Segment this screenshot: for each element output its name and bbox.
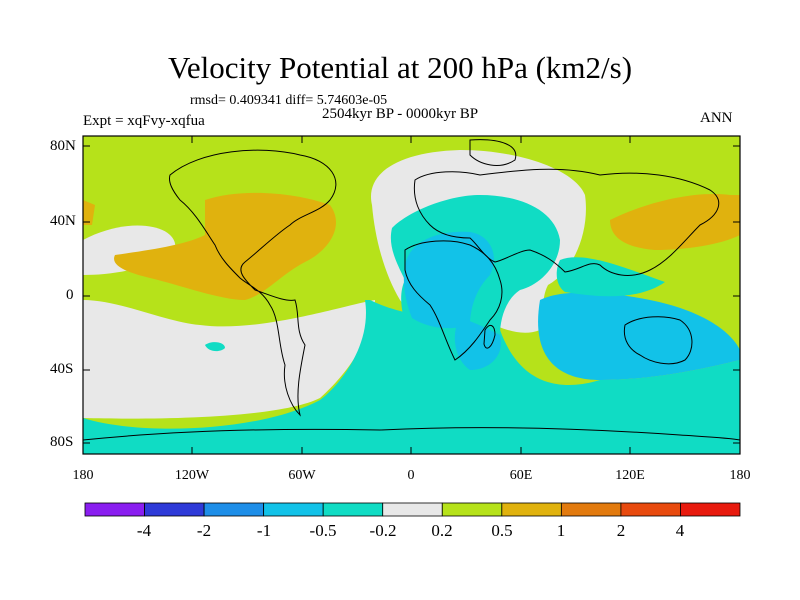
negative-region-maritime — [556, 257, 665, 297]
lat-label-40s: 40S — [50, 361, 74, 377]
map-title: Velocity Potential at 200 hPa (km2/s) — [167, 50, 633, 85]
colorbar-swatch — [382, 502, 443, 517]
coastlines — [83, 139, 740, 441]
season-label: ANN — [700, 110, 733, 126]
lon-label-60e: 60E — [509, 468, 533, 483]
coastline-australia — [623, 316, 693, 365]
negative-core-africa — [403, 231, 494, 329]
lon-label-60w: 60W — [288, 468, 316, 483]
positive-core-north-pacific — [610, 194, 740, 250]
lon-label-120w: 120W — [174, 468, 210, 483]
colorbar-label: -0.5 — [309, 521, 337, 540]
lat-label-80s: 80S — [50, 434, 74, 450]
colorbar-swatch — [501, 502, 562, 517]
colorbar-swatch — [84, 502, 145, 517]
positive-core-edge — [83, 200, 95, 225]
colorbar — [84, 502, 741, 517]
stats-line: rmsd= 0.409341 diff= 5.74603e-05 — [190, 93, 388, 108]
tick-marks — [83, 136, 740, 454]
colorbar-swatch — [680, 502, 741, 517]
colorbar-swatch — [620, 502, 681, 517]
coastline-madagascar — [483, 324, 496, 349]
colorbar-swatch — [560, 502, 622, 517]
contour-field — [83, 136, 740, 454]
colorbar-label: -4 — [136, 521, 152, 540]
colorbar-label: -0.2 — [369, 521, 397, 540]
colorbar-label: -1 — [256, 521, 272, 540]
colorbar-label: 2 — [616, 521, 626, 540]
colorbar-label: 1 — [556, 521, 566, 540]
period-label: 2504kyr BP - 0000kyr BP — [322, 106, 479, 122]
experiment-label: Expt = xqFvy-xqfua — [83, 113, 205, 129]
colorbar-swatch — [441, 502, 503, 517]
lon-label-180w: 180 — [72, 468, 94, 483]
lat-label-0: 0 — [66, 287, 74, 303]
colorbar-swatch — [263, 502, 324, 517]
colorbar-swatch — [203, 502, 265, 517]
negative-region-south — [83, 300, 740, 454]
positive-core-americas — [114, 192, 336, 300]
negative-patch-small — [205, 342, 225, 352]
colorbar-label: 0.2 — [431, 521, 453, 540]
colorbar-label: 0.5 — [491, 521, 513, 540]
coastline-americas — [169, 149, 337, 417]
coastline-africa — [404, 240, 503, 361]
lon-label-0: 0 — [407, 468, 415, 483]
lat-label-40n: 40N — [50, 213, 76, 229]
coastline-greenland — [469, 139, 517, 166]
coastline-eurasia — [413, 168, 720, 276]
negative-core-madagascar — [454, 318, 501, 370]
negative-core-indian-ocean — [538, 292, 740, 380]
colorbar-swatch — [322, 502, 384, 517]
colorbar-swatch — [144, 502, 205, 517]
neutral-region-south-pacific — [83, 300, 375, 419]
coastline-antarctica — [83, 427, 740, 441]
lat-label-80n: 80N — [50, 138, 76, 154]
lon-label-180e: 180 — [729, 468, 751, 483]
colorbar-label: -2 — [196, 521, 212, 540]
colorbar-label: 4 — [675, 521, 685, 540]
lon-label-120e: 120E — [615, 468, 645, 483]
